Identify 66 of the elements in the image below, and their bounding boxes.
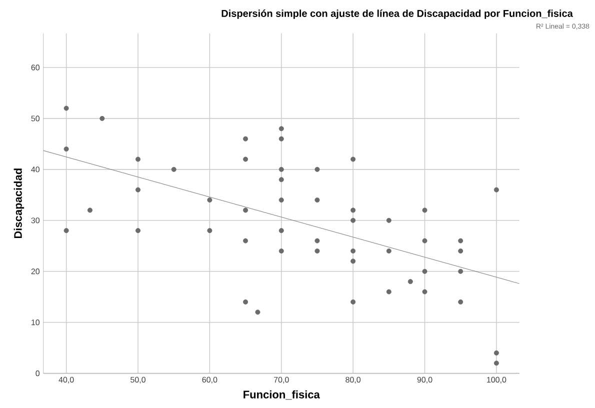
y-axis-title: Discapacidad	[14, 168, 24, 238]
point	[458, 299, 464, 304]
point	[100, 116, 105, 121]
point	[136, 228, 140, 234]
point	[422, 289, 428, 294]
point	[243, 156, 248, 162]
point	[494, 187, 499, 192]
point	[278, 248, 284, 254]
point	[350, 218, 356, 223]
point	[171, 166, 176, 172]
point	[350, 258, 356, 264]
point	[243, 208, 248, 213]
point	[64, 228, 69, 234]
y-tick-label: 0	[36, 370, 40, 376]
point	[422, 238, 428, 244]
point	[350, 156, 356, 162]
y-tick-label: 20	[31, 268, 40, 274]
point	[255, 310, 260, 315]
point	[494, 350, 499, 356]
point	[458, 268, 464, 274]
point	[350, 248, 356, 254]
x-tick-label: 70,0	[274, 376, 289, 384]
chart-title: Dispersión simple con ajuste de línea de Discapacidad por Funcion_fisica	[222, 10, 573, 19]
point	[278, 136, 284, 142]
point	[278, 166, 284, 172]
point	[494, 360, 499, 366]
point	[458, 248, 464, 254]
point	[350, 208, 356, 213]
point	[386, 289, 392, 294]
point	[136, 187, 140, 192]
y-tick-label: 60	[31, 64, 40, 70]
point	[278, 228, 284, 234]
y-tick-label: 40	[31, 166, 40, 172]
point	[278, 198, 284, 203]
point	[136, 156, 140, 162]
x-tick-label: 40,0	[58, 376, 74, 384]
x-tick-label: 100,0	[487, 376, 506, 384]
point	[314, 198, 320, 203]
point	[278, 126, 284, 132]
x-tick-label: 60,0	[202, 376, 218, 384]
point	[64, 106, 69, 111]
point	[386, 218, 392, 223]
point	[243, 238, 248, 244]
x-tick-label: 90,0	[417, 376, 432, 384]
point	[278, 177, 284, 182]
point	[386, 248, 392, 254]
point	[314, 166, 320, 172]
x-tick-label: 50,0	[130, 376, 146, 384]
point	[458, 238, 464, 244]
y-tick-label: 50	[31, 116, 40, 122]
point	[314, 238, 320, 244]
point	[422, 208, 428, 213]
y-tick-label: 10	[32, 320, 40, 326]
point	[350, 299, 356, 304]
point	[314, 248, 320, 254]
point	[243, 136, 248, 142]
x-tick-label: 80,0	[346, 376, 361, 384]
y-tick-label: 30	[31, 218, 40, 224]
point	[422, 268, 428, 274]
point	[87, 208, 92, 213]
point	[408, 279, 413, 284]
point	[243, 299, 248, 304]
point	[64, 146, 69, 152]
point	[207, 228, 212, 234]
point	[207, 198, 212, 203]
x-axis-title: Funcion_fisica	[244, 390, 320, 400]
